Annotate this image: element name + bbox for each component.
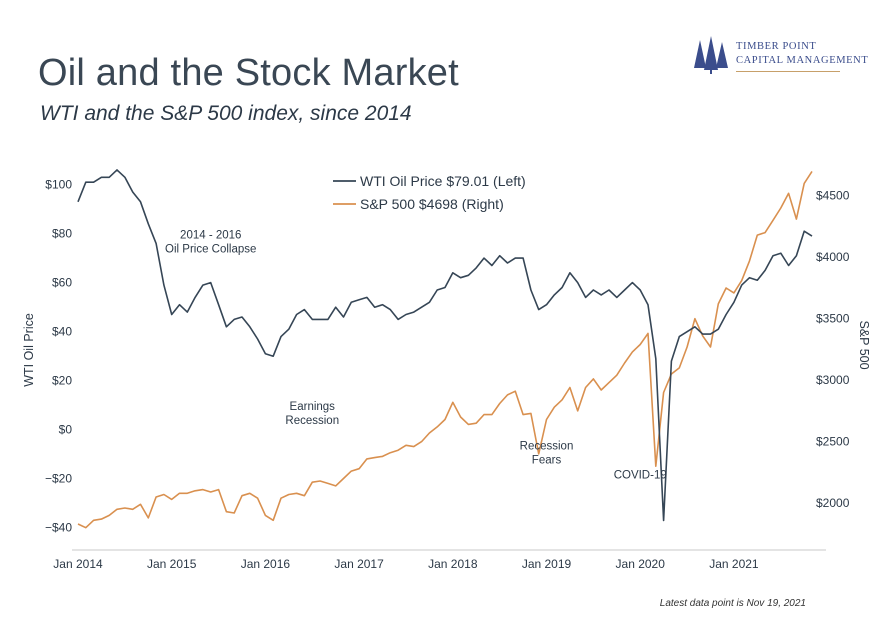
logo-line-2: Capital Management xyxy=(736,55,869,66)
left-tick-label: $40 xyxy=(52,325,72,339)
footnote: Latest data point is Nov 19, 2021 xyxy=(659,598,806,609)
pine-trees-icon xyxy=(694,36,728,74)
page-title: Oil and the Stock Market xyxy=(38,52,459,94)
left-tick-label: −$40 xyxy=(45,521,72,535)
x-tick-label: Jan 2014 xyxy=(53,557,103,571)
annotation-text: 2014 - 2016 xyxy=(180,230,241,242)
x-tick-label: Jan 2019 xyxy=(522,557,572,571)
left-tick-label: $20 xyxy=(52,374,72,388)
left-tick-label: $100 xyxy=(45,178,72,192)
right-tick-label: $4000 xyxy=(816,250,850,264)
x-tick-label: Jan 2015 xyxy=(147,557,197,571)
right-tick-label: $2000 xyxy=(816,496,850,510)
annotation-text: Earnings xyxy=(290,401,336,413)
annotation-text: Recession xyxy=(520,440,574,452)
right-axis-title: S&P 500 xyxy=(857,320,871,369)
legend-label: S&P 500 $4698 (Right) xyxy=(360,196,504,212)
x-tick-label: Jan 2018 xyxy=(428,557,478,571)
series-line-sp500 xyxy=(77,170,813,529)
page-subtitle: WTI and the S&P 500 index, since 2014 xyxy=(40,102,412,125)
left-tick-label: $60 xyxy=(52,276,72,290)
annotation-text: Recession xyxy=(285,415,339,427)
annotation-text: Fears xyxy=(532,454,562,466)
left-tick-label: $0 xyxy=(59,423,73,437)
left-tick-label: −$20 xyxy=(45,472,72,486)
logo-text: Timber Point Capital Management xyxy=(736,40,868,68)
series-line-wti xyxy=(77,169,813,522)
right-tick-label: $3000 xyxy=(816,373,850,387)
annotation-text: COVID-19 xyxy=(614,470,667,482)
right-tick-label: $4500 xyxy=(816,189,850,203)
annotation-text: Oil Price Collapse xyxy=(165,244,256,256)
right-tick-label: $3500 xyxy=(816,312,850,326)
left-tick-label: $80 xyxy=(52,227,72,241)
x-tick-label: Jan 2017 xyxy=(334,557,384,571)
left-axis-title: WTI Oil Price xyxy=(22,313,36,387)
logo-line-1: Timber Point xyxy=(736,41,817,52)
right-tick-label: $2500 xyxy=(816,435,850,449)
logo-underline xyxy=(736,71,840,72)
x-tick-label: Jan 2021 xyxy=(709,557,759,571)
company-logo: Timber Point Capital Management xyxy=(690,30,868,76)
x-tick-label: Jan 2016 xyxy=(241,557,291,571)
x-tick-label: Jan 2020 xyxy=(616,557,666,571)
legend-label: WTI Oil Price $79.01 (Left) xyxy=(360,173,526,189)
